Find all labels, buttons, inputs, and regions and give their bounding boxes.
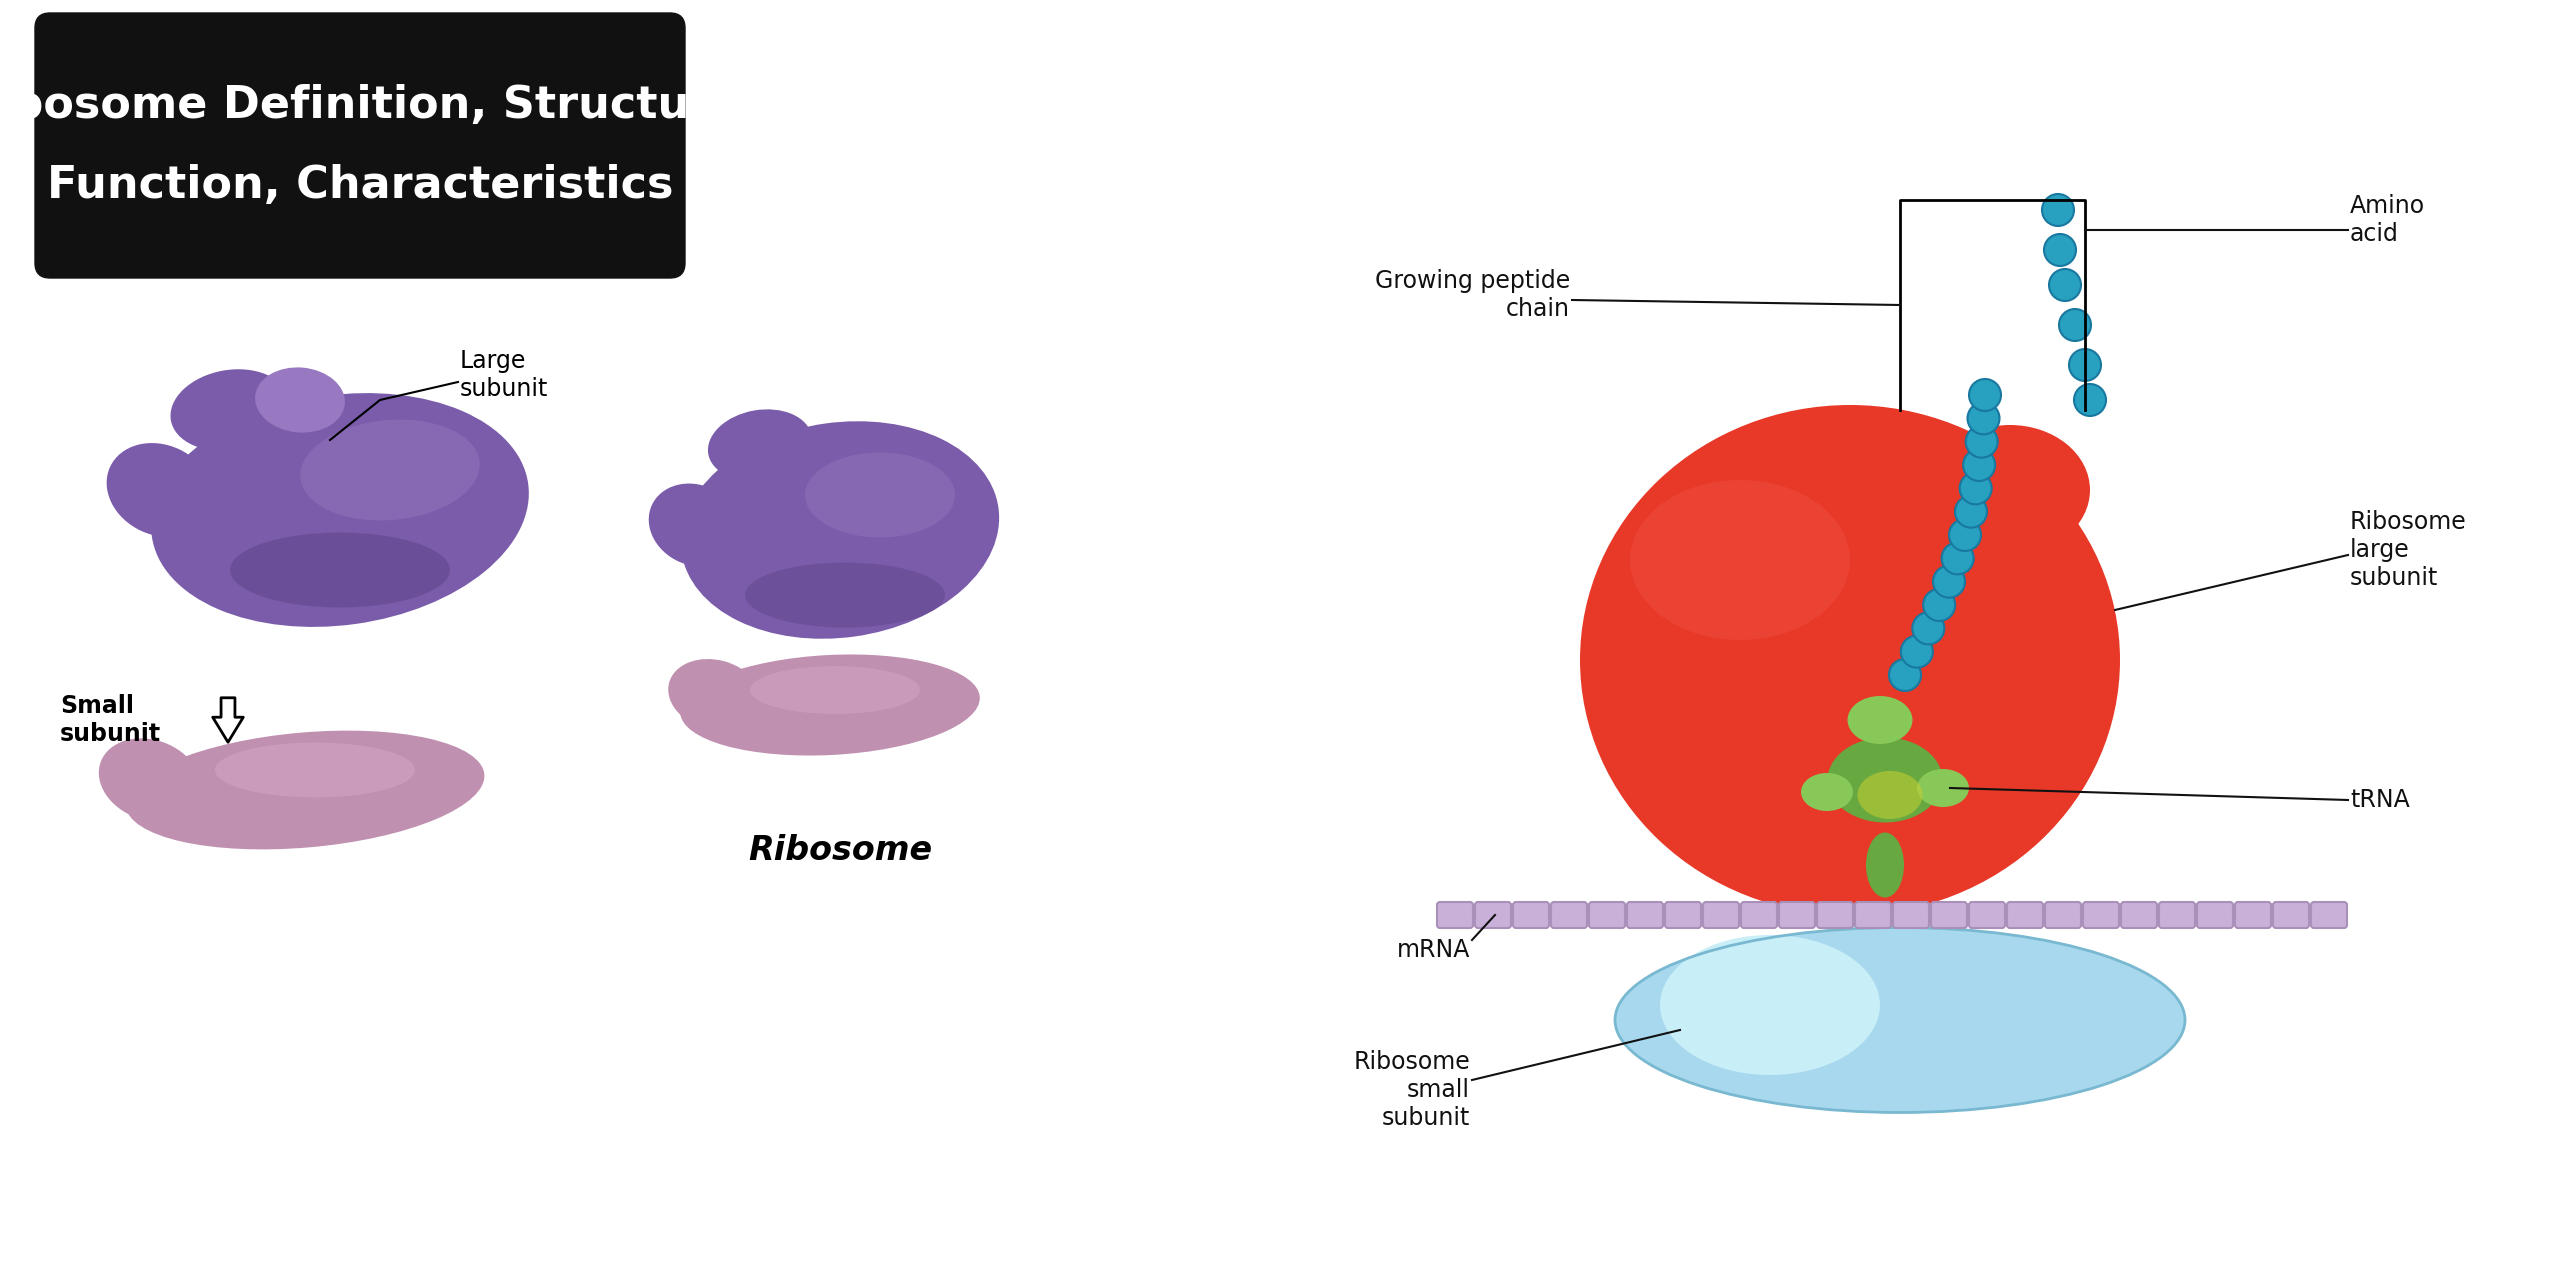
FancyBboxPatch shape [2084, 902, 2120, 928]
Ellipse shape [1659, 934, 1879, 1075]
FancyBboxPatch shape [1969, 902, 2004, 928]
Circle shape [2058, 308, 2092, 340]
Ellipse shape [709, 410, 812, 481]
Text: Ribosome
small
subunit: Ribosome small subunit [1354, 1050, 1469, 1130]
Ellipse shape [1848, 696, 1912, 744]
FancyBboxPatch shape [2196, 902, 2232, 928]
Text: Ribosome Definition, Structure,: Ribosome Definition, Structure, [0, 83, 758, 127]
Ellipse shape [1930, 425, 2089, 556]
Circle shape [1969, 379, 2002, 411]
Ellipse shape [1859, 771, 1923, 819]
Ellipse shape [256, 367, 346, 433]
Text: Amino
acid: Amino acid [2350, 195, 2424, 246]
FancyBboxPatch shape [2312, 902, 2348, 928]
FancyBboxPatch shape [1702, 902, 1738, 928]
FancyBboxPatch shape [1436, 902, 1472, 928]
Ellipse shape [1802, 773, 1853, 812]
Circle shape [2074, 384, 2107, 416]
Text: Function, Characteristics: Function, Characteristics [46, 164, 673, 206]
FancyBboxPatch shape [1892, 902, 1930, 928]
Ellipse shape [151, 393, 530, 627]
FancyBboxPatch shape [2122, 902, 2158, 928]
Ellipse shape [100, 739, 202, 822]
Ellipse shape [1580, 404, 2120, 915]
Text: Large
subunit: Large subunit [461, 349, 548, 401]
Circle shape [2043, 195, 2074, 227]
Ellipse shape [750, 666, 919, 714]
Ellipse shape [681, 421, 998, 639]
Circle shape [2043, 234, 2076, 266]
FancyArrowPatch shape [212, 698, 243, 742]
FancyBboxPatch shape [2235, 902, 2271, 928]
Circle shape [1902, 636, 1933, 668]
FancyBboxPatch shape [36, 13, 686, 278]
FancyBboxPatch shape [1930, 902, 1966, 928]
Text: Ribosome: Ribosome [748, 833, 932, 867]
FancyBboxPatch shape [2273, 902, 2309, 928]
FancyBboxPatch shape [1856, 902, 1892, 928]
Ellipse shape [172, 369, 289, 451]
FancyBboxPatch shape [1818, 902, 1853, 928]
FancyBboxPatch shape [2158, 902, 2194, 928]
FancyBboxPatch shape [2045, 902, 2081, 928]
Ellipse shape [668, 659, 763, 731]
Text: Growing peptide
chain: Growing peptide chain [1375, 269, 1569, 321]
Ellipse shape [1828, 737, 1943, 823]
Ellipse shape [125, 731, 484, 850]
Ellipse shape [681, 654, 980, 755]
Circle shape [1948, 518, 1981, 550]
Ellipse shape [648, 484, 742, 567]
Text: Ribosome
large
subunit: Ribosome large subunit [2350, 511, 2468, 590]
Text: tRNA: tRNA [2350, 788, 2409, 812]
Circle shape [1889, 659, 1920, 691]
FancyBboxPatch shape [1590, 902, 1626, 928]
Circle shape [2068, 349, 2102, 381]
FancyBboxPatch shape [2007, 902, 2043, 928]
Circle shape [1969, 402, 1999, 434]
Circle shape [1956, 495, 1987, 527]
FancyBboxPatch shape [1741, 902, 1777, 928]
Circle shape [1966, 426, 1997, 458]
Ellipse shape [108, 443, 212, 536]
Text: mRNA: mRNA [1398, 938, 1469, 963]
Ellipse shape [300, 420, 479, 521]
Ellipse shape [804, 453, 955, 538]
Circle shape [1912, 612, 1946, 644]
Ellipse shape [230, 532, 451, 608]
FancyBboxPatch shape [1513, 902, 1549, 928]
FancyBboxPatch shape [1551, 902, 1587, 928]
FancyBboxPatch shape [1628, 902, 1664, 928]
Text: Small
subunit: Small subunit [59, 694, 161, 746]
FancyBboxPatch shape [1475, 902, 1510, 928]
FancyBboxPatch shape [1779, 902, 1815, 928]
Circle shape [1940, 543, 1974, 575]
Circle shape [2048, 269, 2081, 301]
Circle shape [1958, 472, 1992, 504]
Ellipse shape [1917, 769, 1969, 806]
Circle shape [1923, 589, 1956, 621]
Circle shape [1933, 566, 1966, 598]
Ellipse shape [215, 742, 415, 797]
Ellipse shape [745, 562, 945, 627]
Ellipse shape [1631, 480, 1851, 640]
Circle shape [1964, 449, 1994, 481]
FancyBboxPatch shape [1664, 902, 1700, 928]
Ellipse shape [1866, 832, 1905, 897]
Ellipse shape [1615, 928, 2186, 1112]
